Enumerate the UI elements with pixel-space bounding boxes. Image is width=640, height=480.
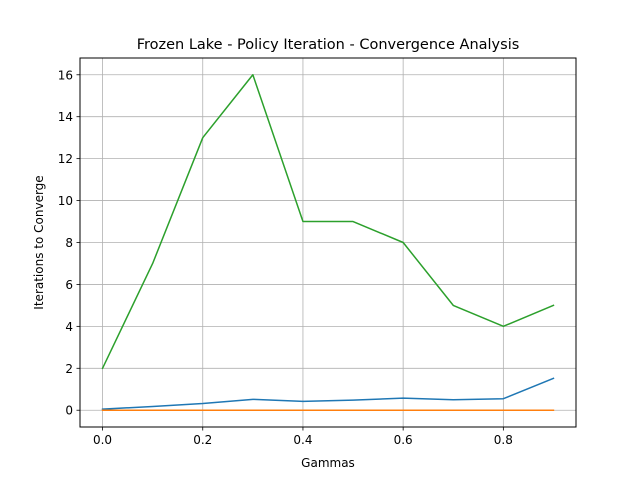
x-tick-label: 0.8 <box>494 433 513 447</box>
x-tick-label: 0.4 <box>293 433 312 447</box>
y-tick-label: 10 <box>58 194 73 208</box>
x-tick-label: 0.6 <box>394 433 413 447</box>
x-axis-label: Gammas <box>301 456 355 470</box>
x-axis-ticks: 0.0 0.2 0.4 0.6 0.8 <box>93 427 513 447</box>
series-lines <box>101 74 555 411</box>
y-tick-label: 8 <box>65 236 73 250</box>
y-tick-label: 16 <box>58 68 73 82</box>
series-line-1 <box>101 377 555 410</box>
y-tick-label: 12 <box>58 152 73 166</box>
y-axis-ticks: 0 2 4 6 8 10 12 14 16 <box>58 68 80 418</box>
y-axis-label: Iterations to Converge <box>32 175 46 309</box>
x-tick-label: 0.2 <box>193 433 212 447</box>
y-tick-label: 2 <box>65 362 73 376</box>
chart-title: Frozen Lake - Policy Iteration - Converg… <box>137 37 520 53</box>
y-tick-label: 0 <box>65 404 73 418</box>
y-tick-label: 4 <box>65 320 73 334</box>
y-tick-label: 6 <box>65 278 73 292</box>
x-tick-label: 0.0 <box>93 433 112 447</box>
series-line-3 <box>101 74 555 370</box>
y-tick-label: 14 <box>58 110 73 124</box>
